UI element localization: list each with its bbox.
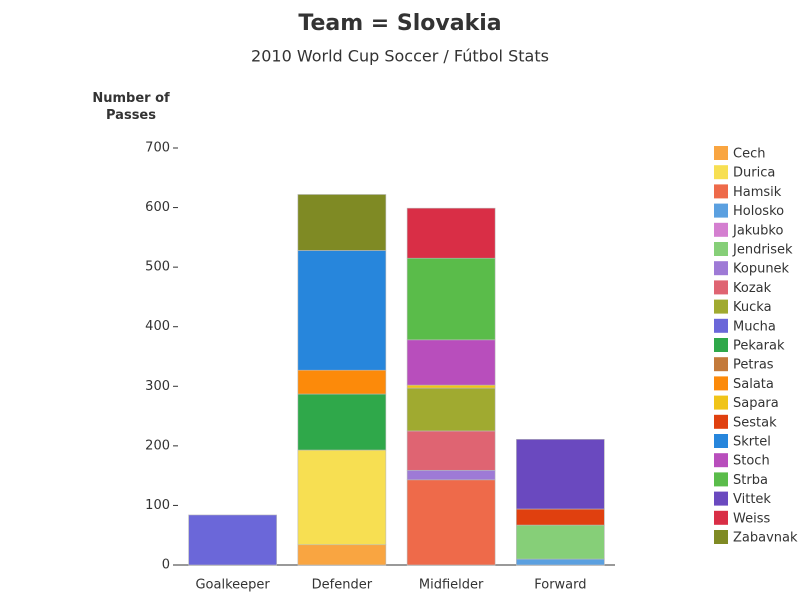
bar-segment (406, 387, 496, 432)
bar-segment (297, 194, 387, 251)
legend-label: Sestak (733, 415, 777, 430)
y-tick-label: 600 (145, 200, 170, 215)
bar-segment (406, 257, 496, 341)
legend-label: Petras (733, 358, 774, 373)
legend-swatch (714, 472, 728, 487)
bar-segment (297, 250, 387, 371)
chart-title: Team = Slovakia (298, 11, 501, 36)
legend-label: Durica (733, 166, 775, 181)
x-tick-label: Defender (312, 578, 373, 593)
legend-swatch (714, 395, 728, 410)
legend-swatch (714, 299, 728, 314)
legend-label: Weiss (733, 511, 770, 526)
bar-segment (516, 439, 605, 510)
bar-segment (406, 479, 496, 566)
legend-swatch (714, 453, 728, 468)
y-tick-label: 300 (145, 379, 170, 394)
bar-segment (406, 339, 496, 386)
legend-label: Kopunek (733, 262, 790, 277)
y-tick-label: 0 (162, 558, 170, 573)
legend-label: Mucha (733, 319, 776, 334)
legend-label: Kozak (733, 281, 772, 296)
y-tick-label: 200 (145, 438, 170, 453)
y-axis-title: Number of Passes (92, 91, 170, 123)
legend-label: Pekarak (733, 339, 785, 354)
bar-segment (406, 469, 496, 481)
x-tick-label: Forward (534, 578, 586, 593)
legend-swatch (714, 203, 728, 218)
legend-swatch (714, 376, 728, 391)
bar-segment (297, 449, 387, 546)
legend-label: Salata (733, 377, 774, 392)
bar-segment (297, 544, 387, 566)
bar-segment (406, 207, 496, 259)
y-tick-label: 100 (145, 498, 170, 513)
legend-label: Jendrisek (732, 243, 793, 258)
bar-segment (516, 558, 605, 566)
legend-swatch (714, 530, 728, 544)
bar-segment (406, 384, 496, 389)
legend-label: Vittek (733, 492, 771, 507)
bar-segment (516, 508, 605, 526)
legend-label: Zabavnak (733, 531, 798, 546)
legend-label: Kucka (733, 300, 772, 315)
legend-swatch (714, 184, 728, 199)
legend-swatch (714, 491, 728, 506)
bar-segment (297, 369, 387, 395)
bar-segment (406, 430, 496, 471)
legend-swatch (714, 165, 728, 180)
legend-swatch (714, 242, 728, 256)
legend-swatch (714, 357, 728, 372)
x-tick-label: Midfielder (419, 578, 484, 593)
legend-swatch (714, 414, 728, 429)
legend-swatch (714, 338, 728, 352)
legend-label: Cech (733, 147, 765, 162)
chart-subtitle: 2010 World Cup Soccer / Fútbol Stats (251, 47, 549, 66)
legend-label: Jakubko (732, 223, 783, 238)
legend-swatch (714, 434, 728, 448)
bar-segment (297, 393, 387, 451)
legend-swatch (714, 222, 728, 237)
legend-swatch (714, 261, 728, 276)
legend-label: Hamsik (733, 185, 782, 200)
legend-swatch (714, 146, 728, 160)
legend-swatch (714, 318, 728, 333)
bar-segment (516, 524, 605, 560)
legend-label: Holosko (733, 204, 784, 219)
y-tick-label: 400 (145, 319, 170, 334)
x-tick-label: Goalkeeper (195, 578, 270, 593)
legend-label: Strba (733, 473, 768, 488)
legend-swatch (714, 280, 728, 295)
bar-segment (188, 514, 277, 566)
legend-label: Sapara (733, 396, 779, 411)
legend-label: Skrtel (733, 435, 771, 450)
legend-label: Stoch (733, 454, 770, 469)
legend-swatch (714, 510, 728, 525)
y-tick-label: 500 (145, 260, 170, 275)
y-tick-label: 700 (145, 141, 170, 156)
